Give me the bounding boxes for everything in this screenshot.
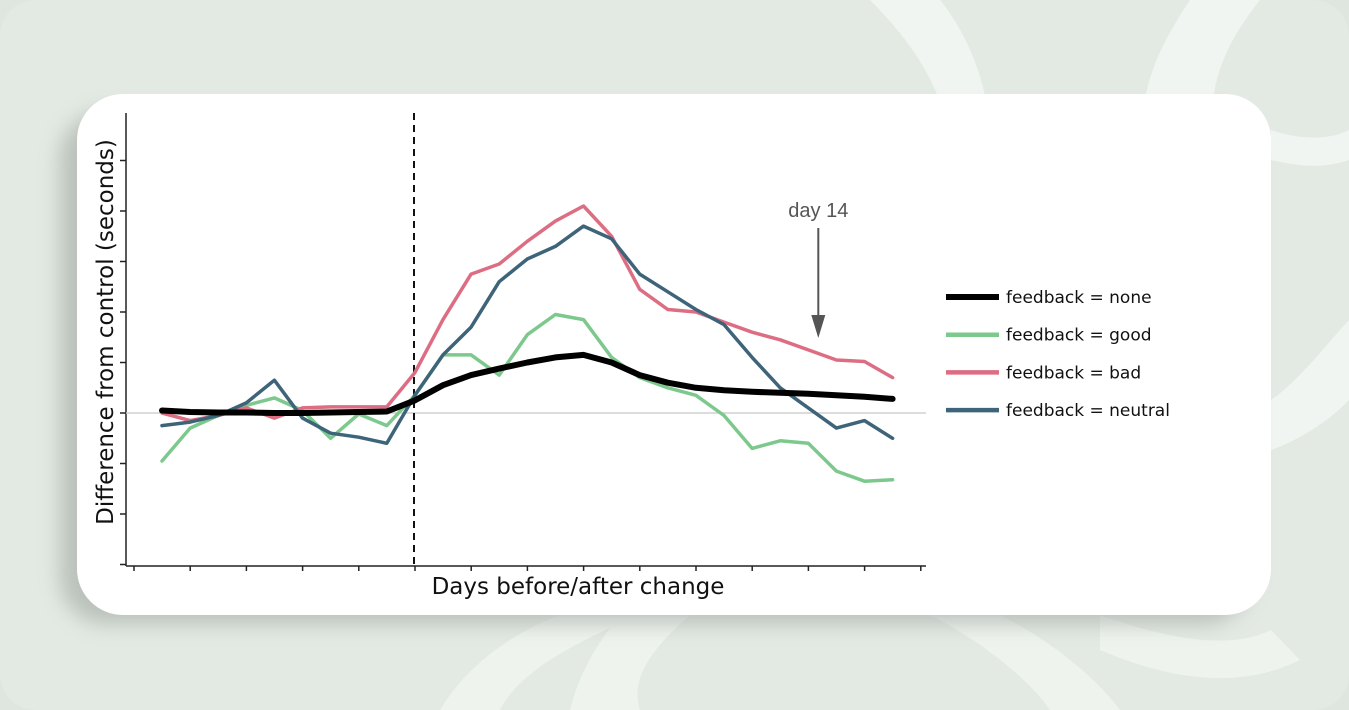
day-annotation: day 14 — [788, 200, 848, 338]
annotation-arrow-head — [811, 315, 826, 338]
legend: feedback = none feedback = good feedback =… — [946, 288, 1170, 421]
series-line-none — [159, 351, 896, 416]
legend-label: feedback = none — [1006, 288, 1152, 308]
x-ticks — [133, 566, 922, 571]
legend-label: feedback = good — [1006, 326, 1152, 346]
chart-card — [77, 94, 1271, 615]
series-group — [159, 204, 896, 483]
legend-item: feedback = none — [946, 288, 1152, 308]
legend-item: feedback = good — [946, 326, 1152, 346]
series-line-neutral — [160, 224, 895, 446]
x-axis-label: Days before/after change — [432, 574, 725, 600]
y-axis-label: Difference from control (seconds) — [93, 139, 119, 525]
legend-item: feedback = neutral — [946, 401, 1170, 421]
legend-item: feedback = bad — [946, 363, 1141, 383]
series-line-good — [160, 312, 895, 483]
legend-label: feedback = bad — [1006, 363, 1141, 383]
y-ticks — [120, 159, 126, 566]
legend-label: feedback = neutral — [1006, 401, 1170, 421]
annotation-label: day 14 — [788, 200, 848, 222]
